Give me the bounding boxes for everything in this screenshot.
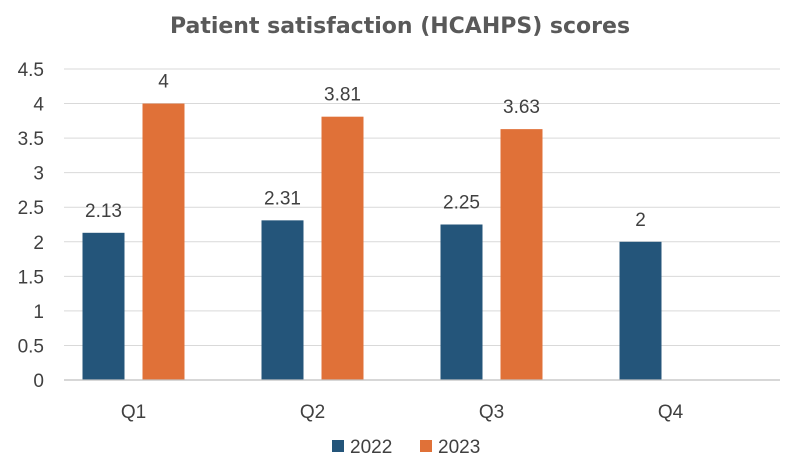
bar-2023-Q2 — [321, 116, 364, 380]
legend: 2022 2023 — [332, 437, 480, 458]
x-axis-categories: Q1 Q2 Q3 Q4 — [121, 402, 684, 423]
y-tick-label: 3 — [33, 164, 44, 185]
y-tick-label: 1.5 — [18, 267, 44, 288]
legend-label: 2022 — [350, 437, 392, 458]
y-axis-ticks: 0 0.5 1 1.5 2 2.5 3 3.5 4 4.5 — [18, 60, 45, 392]
y-tick-label: 4 — [33, 95, 44, 116]
data-label: 2 — [635, 210, 646, 231]
y-tick-label: 0.5 — [18, 336, 44, 357]
bar-2022-Q3 — [440, 224, 483, 380]
x-category-label: Q1 — [121, 402, 146, 423]
data-label: 2.13 — [85, 201, 122, 222]
chart-title: Patient satisfaction (HCAHPS) scores — [170, 14, 630, 39]
bar-2022-Q4 — [619, 241, 662, 380]
x-category-label: Q2 — [300, 402, 325, 423]
y-tick-label: 2.5 — [18, 198, 44, 219]
x-category-label: Q4 — [658, 402, 684, 423]
bar-2023-Q3 — [500, 129, 543, 380]
y-tick-label: 1 — [33, 302, 44, 323]
legend-swatch-2023 — [420, 440, 432, 452]
bar-2022-Q1 — [82, 232, 125, 380]
data-label: 3.81 — [324, 85, 361, 106]
y-tick-label: 4.5 — [18, 60, 44, 81]
data-label: 2.31 — [264, 188, 301, 209]
data-label: 2.25 — [443, 193, 480, 214]
y-tick-label: 3.5 — [18, 129, 44, 150]
legend-label: 2023 — [438, 437, 480, 458]
data-label: 4 — [158, 72, 169, 93]
y-tick-label: 0 — [33, 371, 44, 392]
legend-swatch-2022 — [332, 440, 344, 452]
bars — [82, 103, 662, 381]
bar-2023-Q1 — [142, 103, 185, 381]
bar-2022-Q2 — [261, 220, 304, 380]
data-labels: 2.13 4 2.31 3.81 2.25 3.63 2 — [85, 72, 646, 231]
y-tick-label: 2 — [33, 233, 44, 254]
x-category-label: Q3 — [479, 402, 504, 423]
data-label: 3.63 — [503, 97, 540, 118]
